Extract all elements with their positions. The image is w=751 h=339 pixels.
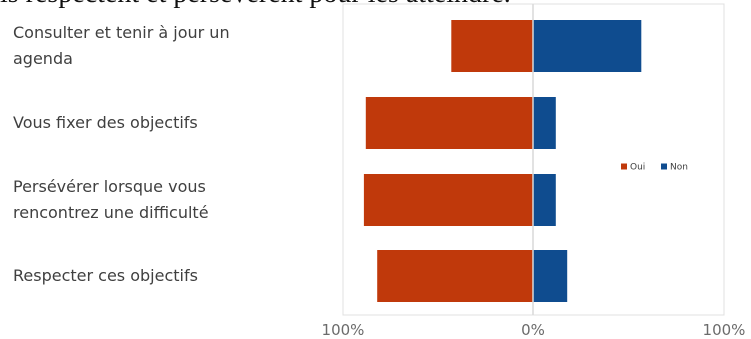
category-label-line: Persévérer lorsque vous	[13, 177, 206, 196]
bar-oui-2	[365, 97, 533, 149]
x-tick-label-2: 0%	[521, 321, 545, 339]
bar-oui-4	[377, 250, 533, 302]
legend-label-non: Non	[670, 163, 688, 173]
bar-non-1	[533, 20, 642, 72]
bar-non-3	[533, 174, 556, 226]
bar-non-2	[533, 97, 556, 149]
top-caption: ls respectent et persévèrent pour les at…	[0, 0, 751, 10]
legend-swatch-non	[661, 163, 667, 170]
category-label-3: Persévérer lorsque vous rencontrez une di…	[13, 174, 333, 226]
category-label-line: Consulter et tenir à jour un	[13, 23, 230, 42]
bar-non-4	[533, 250, 568, 302]
bar-oui-3	[363, 174, 533, 226]
legend-swatch-oui	[621, 163, 627, 170]
category-label-line: Respecter ces objectifs	[13, 266, 198, 285]
category-label-line: rencontrez une difficulté	[13, 203, 209, 222]
category-label-line: agenda	[13, 49, 73, 68]
x-tick-label-3: 100%	[703, 321, 746, 339]
legend-label-oui: Oui	[630, 163, 645, 173]
x-tick-label-1: 100%	[322, 321, 365, 339]
bar-oui-1	[451, 20, 533, 72]
category-label-4: Respecter ces objectifs	[13, 263, 333, 289]
category-label-2: Vous fixer des objectifs	[13, 110, 333, 136]
category-label-1: Consulter et tenir à jour un agenda	[13, 20, 333, 72]
category-label-line: Vous fixer des objectifs	[13, 113, 198, 132]
